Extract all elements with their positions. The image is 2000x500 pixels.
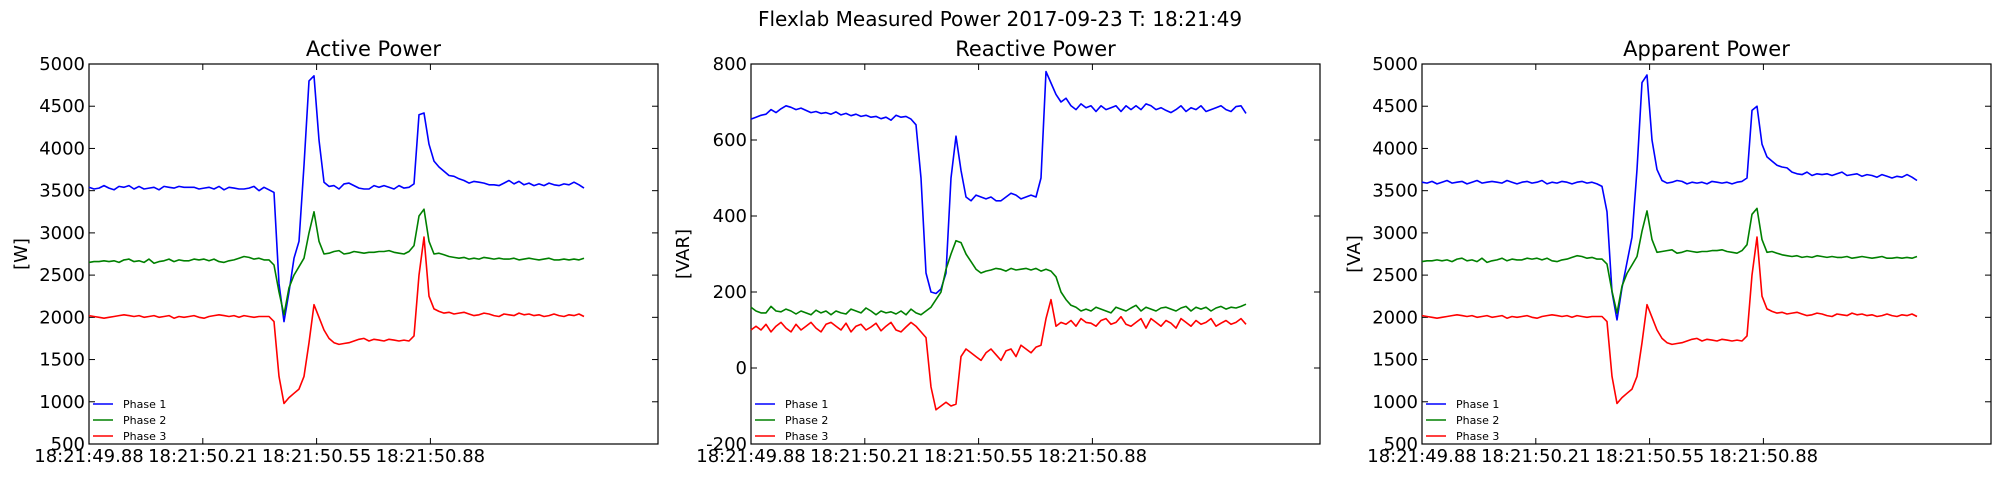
x-tick-label: 18:21:50.55 (262, 446, 371, 467)
x-tick-label: 18:21:49.88 (696, 446, 805, 467)
series-line-phase-1 (88, 75, 585, 323)
legend-label: Phase 3 (785, 430, 828, 443)
y-tick-label: 1000 (39, 392, 85, 413)
series-line-phase-1 (750, 70, 1247, 295)
plot-area (1421, 63, 1992, 445)
y-tick-label: -200 (706, 434, 747, 455)
y-tick-label: 5000 (1372, 54, 1418, 75)
y-tick-label: 2500 (1372, 265, 1418, 286)
charts-container: Active Power[W]5001000150020002500300035… (11, 37, 1992, 467)
y-tick-label: 4000 (1372, 138, 1418, 159)
chart-panel-3: Apparent Power [VA] 500 1000 1500 2000 2500 300… (1344, 37, 1992, 467)
legend: Phase 1 Phase 2 Phase 3 (755, 398, 828, 443)
series-line-phase-2 (88, 208, 585, 316)
plot-area (750, 63, 1321, 445)
legend-label: Phase 3 (1456, 430, 1499, 443)
y-tick-label: 4500 (39, 96, 85, 117)
y-tick-label: 2500 (39, 265, 85, 286)
x-tick-label: 18:21:49.88 (34, 446, 143, 467)
legend-label: Phase 1 (785, 398, 828, 411)
x-tick-label: 18:21:49.88 (1367, 446, 1476, 467)
y-axis-label: [VAR] (673, 229, 694, 279)
series-line-phase-3 (750, 298, 1247, 411)
legend-label: Phase 1 (123, 398, 166, 411)
plot-area (88, 63, 659, 445)
x-tick-label: 18:21:50.21 (810, 446, 919, 467)
x-tick-label: 18:21:50.21 (1481, 446, 1590, 467)
series-line-phase-3 (88, 236, 585, 405)
y-tick-label: 400 (713, 206, 747, 227)
chart-panel-2: Reactive Power [VAR] -200 0 200 400 600 800 18:2… (673, 37, 1321, 467)
figure-title: Flexlab Measured Power 2017-09-23 T: 18:… (758, 7, 1242, 31)
y-tick-label: 4500 (1372, 96, 1418, 117)
chart-title: Reactive Power (955, 37, 1116, 61)
y-tick-label: 4000 (39, 138, 85, 159)
x-tick-label: 18:21:50.55 (1595, 446, 1704, 467)
y-tick-label: 3500 (39, 181, 85, 202)
y-tick-label: 3000 (1372, 223, 1418, 244)
y-axis-label: [VA] (1344, 235, 1365, 273)
y-tick-label: 800 (713, 54, 747, 75)
x-tick-label: 18:21:50.55 (924, 446, 1033, 467)
series-line-phase-2 (750, 239, 1247, 316)
legend: Phase 1 Phase 2 Phase 3 (1426, 398, 1499, 443)
y-tick-label: 1500 (1372, 350, 1418, 371)
y-tick-label: 5000 (39, 54, 85, 75)
legend: Phase 1 Phase 2 Phase 3 (93, 398, 166, 443)
y-tick-label: 2000 (1372, 307, 1418, 328)
series-line-phase-1 (1421, 74, 1918, 321)
y-tick-label: 600 (713, 130, 747, 151)
legend-label: Phase 2 (123, 414, 166, 427)
y-tick-label: 1500 (39, 350, 85, 371)
y-tick-label: 500 (1384, 434, 1418, 455)
y-axis-label: [W] (11, 238, 32, 270)
legend-label: Phase 1 (1456, 398, 1499, 411)
legend-label: Phase 3 (123, 430, 166, 443)
y-tick-label: 500 (51, 434, 85, 455)
x-tick-label: 18:21:50.88 (376, 446, 485, 467)
x-tick-label: 18:21:50.88 (1038, 446, 1147, 467)
chart-panel-1: Active Power [W] 500 1000 1500 2000 2500 3000 35… (11, 37, 659, 467)
series-line-phase-2 (1421, 207, 1918, 314)
y-tick-label: 3000 (39, 223, 85, 244)
y-tick-label: 200 (713, 282, 747, 303)
series-line-phase-3 (1421, 236, 1918, 405)
y-tick-label: 3500 (1372, 181, 1418, 202)
y-tick-label: 2000 (39, 307, 85, 328)
legend-label: Phase 2 (785, 414, 828, 427)
y-tick-label: 1000 (1372, 392, 1418, 413)
x-tick-label: 18:21:50.88 (1709, 446, 1818, 467)
chart-title: Active Power (306, 37, 441, 61)
legend-label: Phase 2 (1456, 414, 1499, 427)
x-tick-label: 18:21:50.21 (148, 446, 257, 467)
y-tick-label: 0 (736, 358, 747, 379)
chart-title: Apparent Power (1623, 37, 1790, 61)
